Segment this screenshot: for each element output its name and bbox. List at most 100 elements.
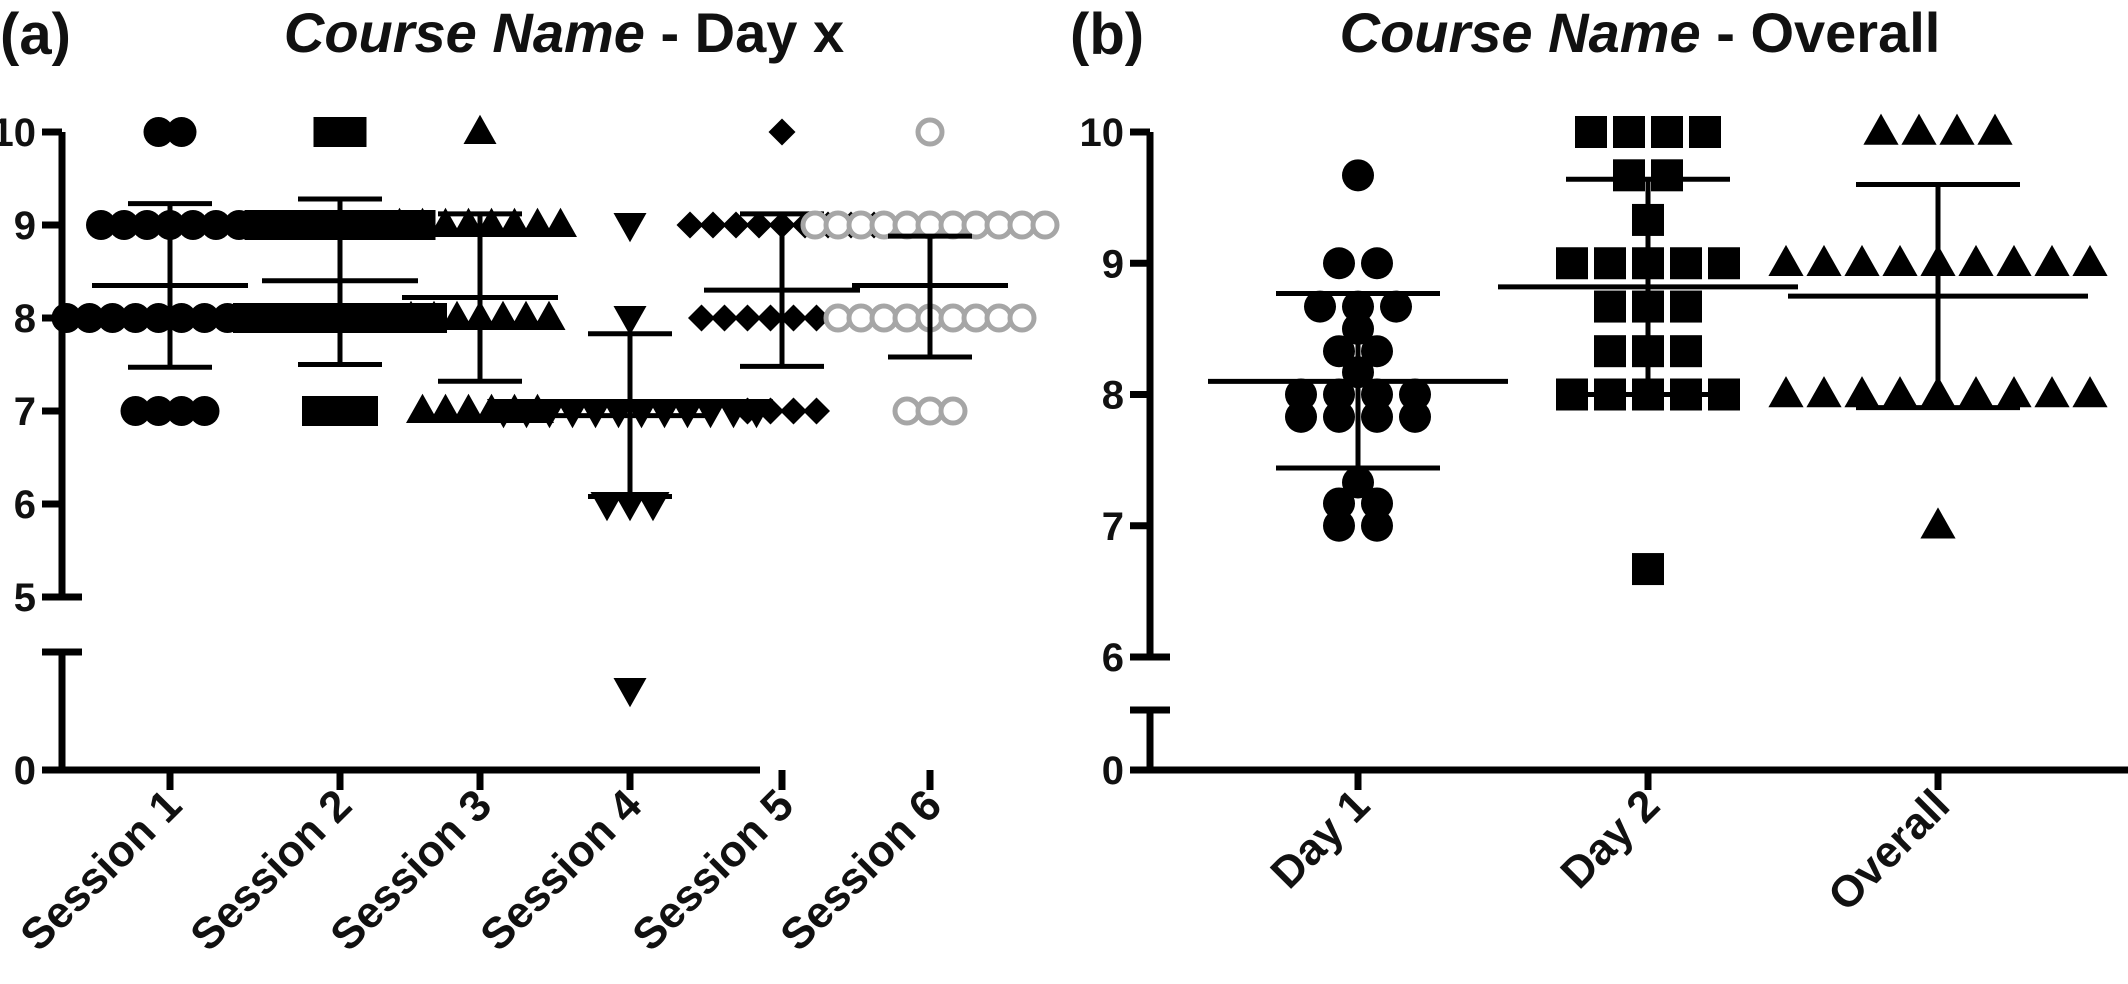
x-tick-label: Day 2 [1551, 780, 1669, 898]
data-point [1323, 400, 1355, 433]
y-tick-label: 6 [1102, 636, 1124, 680]
data-point [2034, 376, 2070, 408]
data-point [1996, 244, 2032, 277]
data-point [383, 207, 416, 237]
panel-a-title: Course Name - Day x [284, 1, 844, 64]
data-point [1977, 113, 2013, 145]
data-point [1844, 244, 1880, 277]
data-point [1708, 247, 1740, 280]
data-point [803, 304, 830, 332]
data-point [1361, 247, 1393, 280]
data-point [166, 303, 197, 333]
data-point [1670, 247, 1702, 280]
data-point [521, 207, 554, 237]
data-point [166, 117, 197, 147]
x-tick-label: Session 5 [623, 780, 803, 960]
data-point [429, 207, 462, 237]
data-point [1806, 376, 1842, 408]
data-point [429, 393, 462, 423]
data-point [1030, 210, 1060, 240]
data-point [892, 396, 922, 426]
panel-b-title: Course Name - Overall [1340, 1, 1941, 64]
data-point [1361, 509, 1393, 542]
data-point [1768, 376, 1804, 408]
data-point [1007, 303, 1037, 333]
data-point [768, 118, 796, 146]
data-point [406, 207, 439, 237]
data-point [1882, 376, 1918, 408]
data-point [915, 210, 945, 240]
y-tick-label: 0 [1102, 749, 1124, 793]
data-point [452, 393, 485, 423]
y-tick-label: 7 [14, 390, 36, 434]
data-point [915, 117, 945, 147]
data-point [757, 397, 784, 425]
data-point [938, 303, 968, 333]
data-point [1399, 400, 1431, 433]
data-point [823, 210, 853, 240]
data-point [869, 303, 899, 333]
data-point [734, 397, 761, 425]
data-point [440, 300, 474, 330]
data-point [1920, 507, 1956, 539]
y-tick-label: 10 [0, 111, 36, 155]
data-point [780, 397, 807, 425]
data-point [780, 304, 807, 332]
y-tick-label: 9 [14, 204, 36, 248]
data-point [1380, 290, 1412, 323]
data-point [86, 210, 116, 240]
data-point [498, 207, 531, 237]
data-point [1361, 335, 1393, 368]
data-point [892, 210, 922, 240]
data-point [475, 207, 508, 237]
data-point [1323, 378, 1355, 411]
data-point [1007, 210, 1037, 240]
data-point [1594, 247, 1626, 280]
data-point [984, 303, 1014, 333]
data-point [544, 207, 577, 237]
data-point [1594, 335, 1626, 368]
data-point [1651, 116, 1683, 148]
data-point [688, 304, 715, 332]
data-point [734, 304, 761, 332]
data-point [1285, 400, 1317, 433]
data-point [915, 396, 945, 426]
data-point [803, 397, 830, 425]
y-tick-label: 9 [1102, 242, 1124, 286]
data-point [509, 300, 543, 330]
data-point [613, 213, 647, 243]
y-tick-label: 6 [14, 483, 36, 527]
data-point [166, 396, 197, 426]
data-point [1882, 244, 1918, 277]
data-point [143, 117, 174, 147]
data-point [676, 211, 704, 239]
y-tick-label: 7 [1102, 505, 1124, 549]
data-point [2072, 244, 2108, 277]
data-point [938, 396, 968, 426]
data-point [120, 396, 151, 426]
data-point [394, 300, 428, 330]
data-point [452, 207, 485, 237]
data-point [1556, 247, 1588, 280]
data-point [1651, 159, 1683, 192]
data-point [51, 303, 82, 333]
data-point [189, 396, 220, 426]
data-point [510, 399, 543, 429]
data-point [745, 211, 773, 239]
panel-a: (a) Course Name - Day x 0 5 6 7 8 9 10 Session … [0, 1, 1060, 960]
panel-b: (b) Course Name - Overall 0 6 7 8 9 10 Day 1 Da… [1070, 1, 2128, 921]
data-point [1575, 116, 1607, 148]
data-point [406, 393, 439, 423]
data-point [613, 678, 647, 708]
data-point [1613, 159, 1645, 192]
data-point [823, 303, 853, 333]
x-tick-label: Overall [1819, 780, 1959, 920]
data-point [178, 210, 208, 240]
data-point [348, 396, 378, 426]
data-point [463, 114, 497, 144]
data-point [1323, 509, 1355, 542]
data-point [336, 117, 367, 147]
data-point [1304, 290, 1336, 323]
data-point [1323, 335, 1355, 368]
